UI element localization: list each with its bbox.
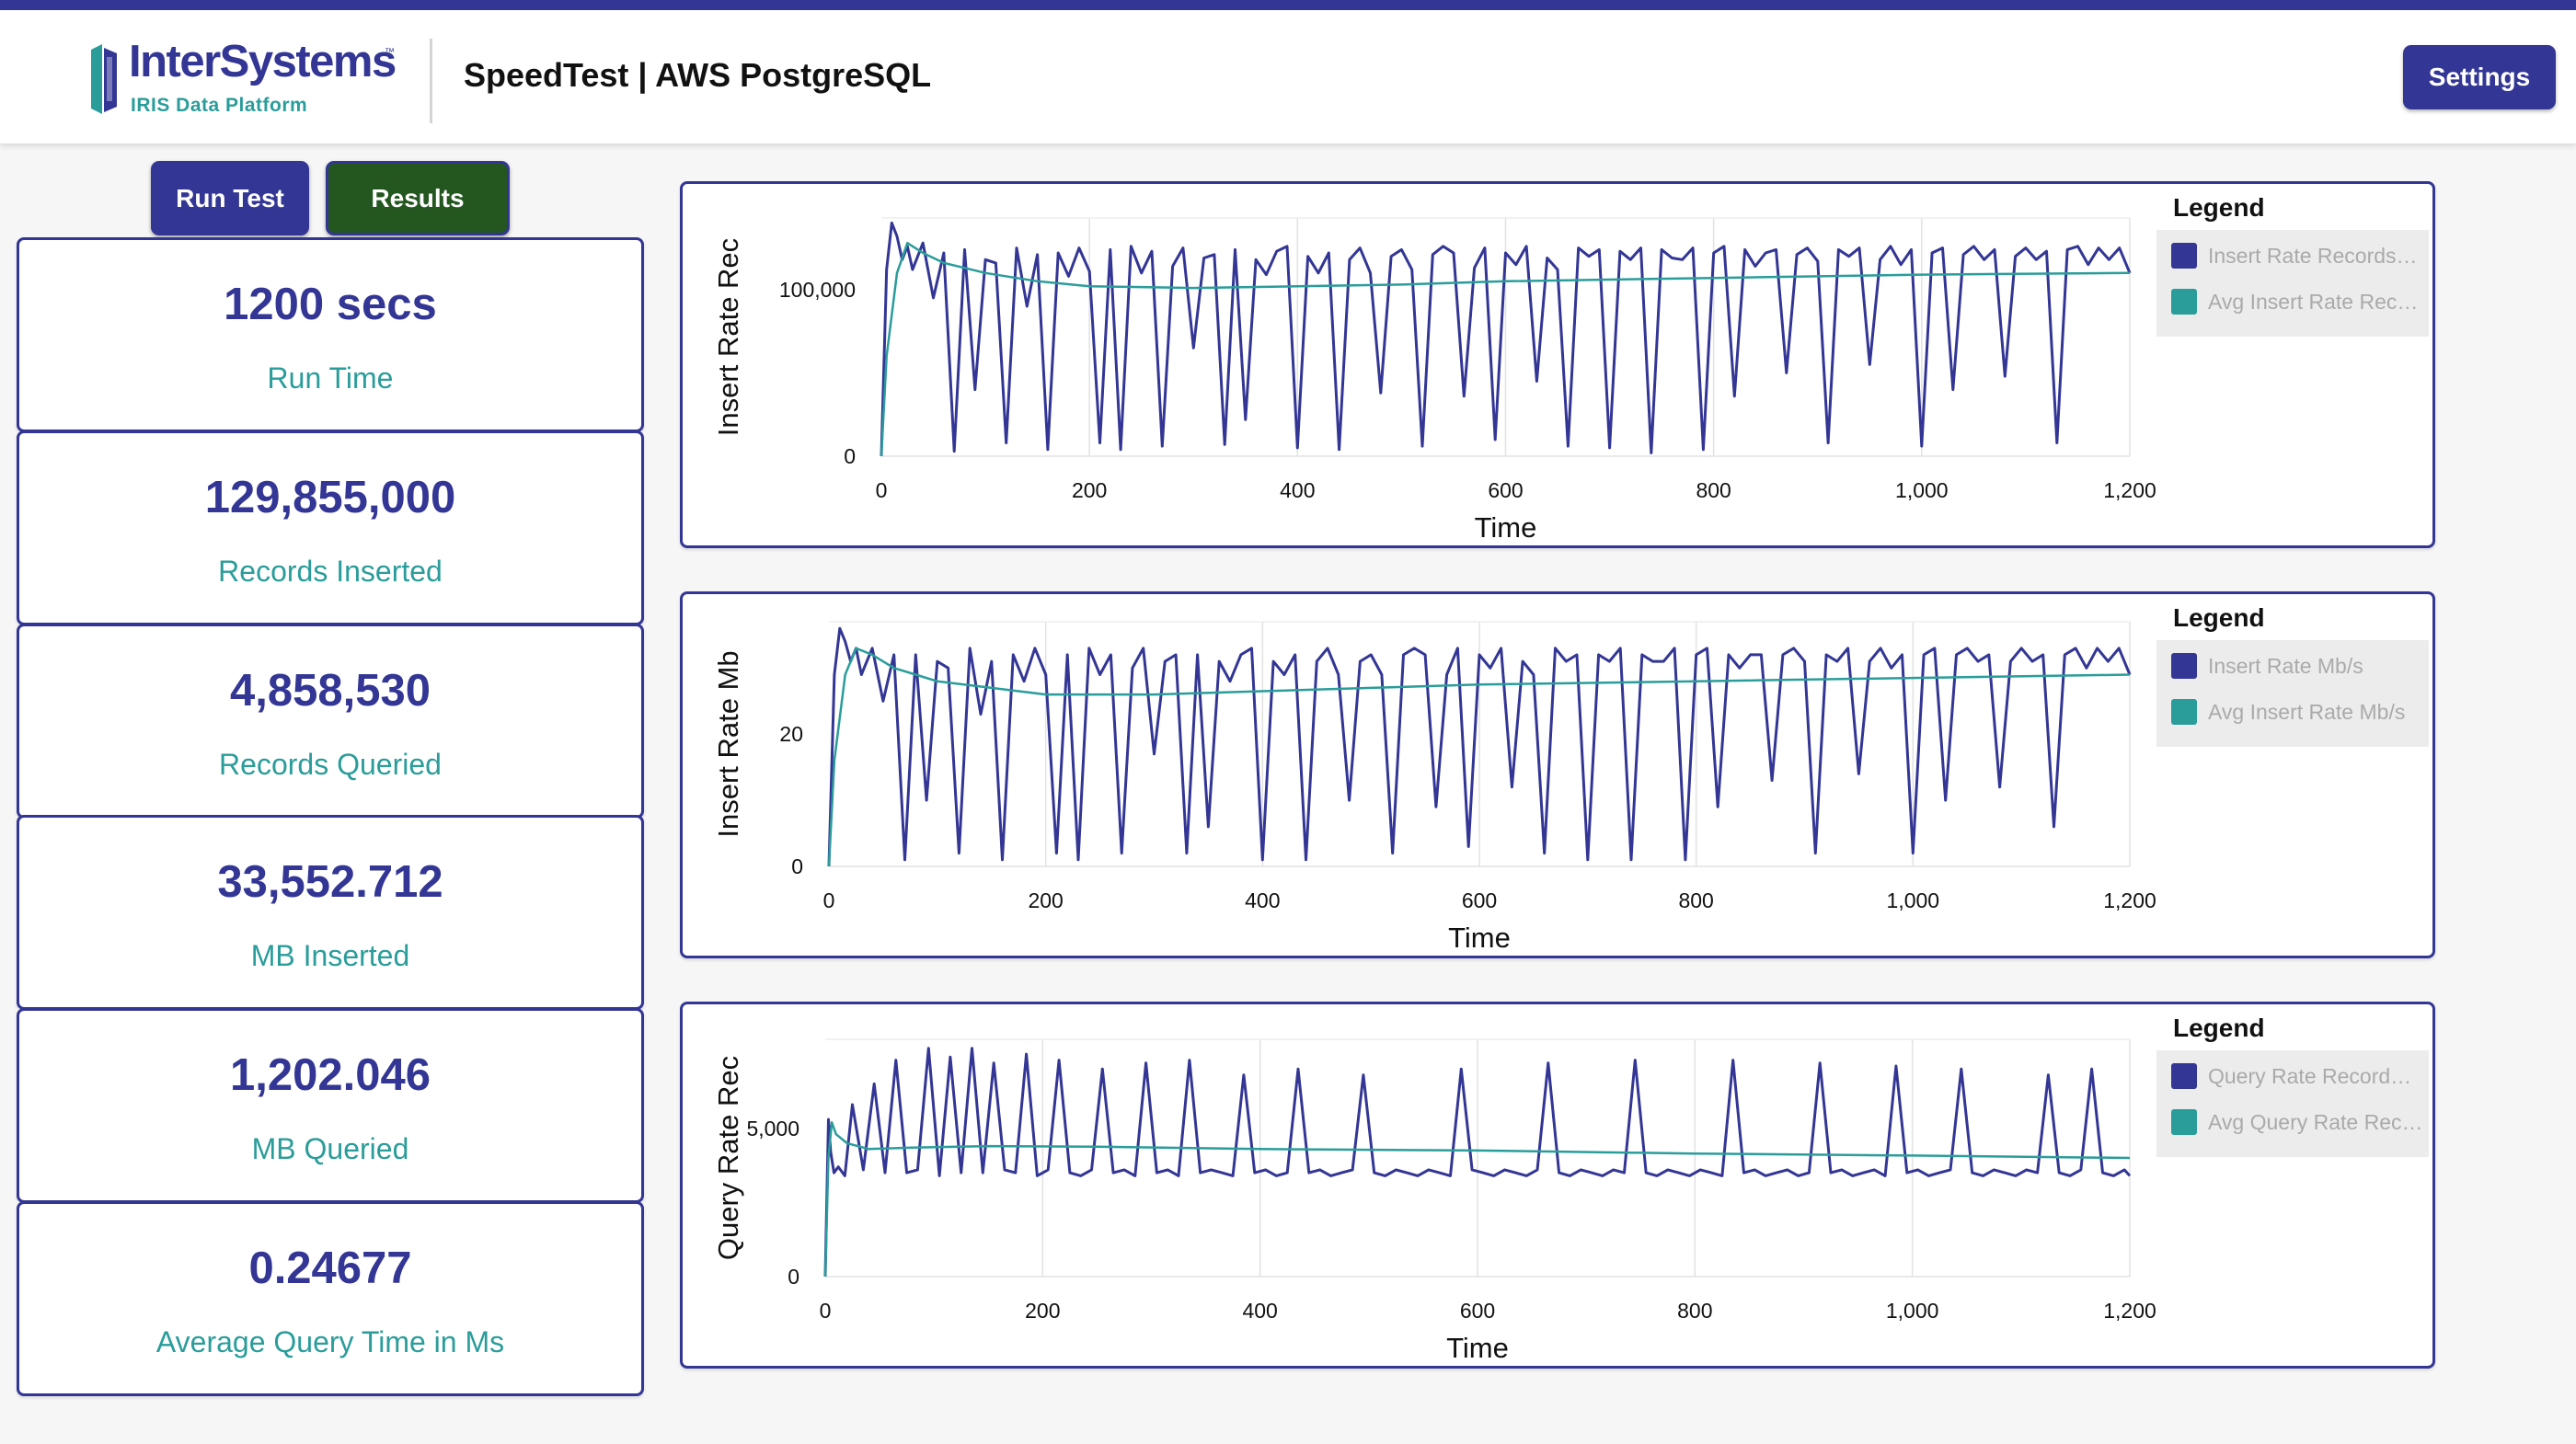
x-axis-label: Time	[1448, 922, 1511, 954]
y-tick-label: 5,000	[746, 1117, 799, 1140]
stat-card-records-inserted: 129,855,000 Records Inserted	[17, 430, 644, 625]
x-tick-label: 0	[823, 888, 835, 912]
stat-value: 1,202.046	[230, 1050, 431, 1100]
y-axis-label: Insert Rate Rec	[712, 238, 744, 436]
stat-card-mb-queried: 1,202.046 MB Queried	[17, 1008, 644, 1203]
legend: Insert Rate Mb/s Avg Insert Rate Mb/s	[2156, 640, 2429, 747]
x-tick-label: 800	[1677, 1299, 1712, 1323]
logo-mark-icon	[91, 44, 117, 114]
x-tick-label: 1,200	[2103, 888, 2156, 912]
x-tick-label: 1,200	[2103, 1299, 2156, 1323]
legend-swatch	[2171, 1063, 2197, 1089]
x-tick-label: 800	[1696, 478, 1731, 502]
y-axis-label: Insert Rate Mb	[712, 650, 744, 837]
x-tick-label: 400	[1245, 888, 1280, 912]
y-axis-label: Query Rate Rec	[712, 1056, 744, 1260]
series-line-average	[823, 1121, 2131, 1278]
x-tick-label: 1,000	[1886, 1299, 1939, 1323]
y-tick-label: 0	[788, 1265, 799, 1289]
series-line-rate	[827, 626, 2132, 867]
legend-item-avg-query-rate[interactable]: Avg Query Rate Rec…	[2171, 1107, 2425, 1137]
legend-label: Avg Insert Rate Rec…	[2208, 290, 2419, 314]
legend-swatch	[2171, 699, 2197, 725]
series-line-rate	[823, 1047, 2132, 1278]
legend-label: Avg Insert Rate Mb/s	[2208, 700, 2406, 724]
logo-subtitle: IRIS Data Platform	[131, 95, 308, 116]
legend-swatch	[2171, 653, 2197, 679]
stat-label: Run Time	[267, 361, 394, 395]
legend-item-avg-insert-rate[interactable]: Avg Insert Rate Rec…	[2171, 287, 2425, 316]
legend-label: Insert Rate Records…	[2208, 244, 2418, 268]
logo-wordmark: InterSystems	[129, 37, 397, 86]
legend-item-insert-rate[interactable]: Insert Rate Records…	[2171, 241, 2425, 270]
y-tick-label: 0	[844, 444, 856, 468]
x-tick-label: 1,200	[2103, 478, 2156, 502]
intersystems-logo: InterSystems ™ IRIS Data Platform	[88, 37, 401, 125]
query-rate-rec-chart: 0 200 400 600 800 1,000 1,200 0 5,000 Time Query R…	[712, 1038, 2156, 1364]
x-tick-label: 200	[1028, 888, 1063, 912]
chart-card-insert-rate-mb: 0 200 400 600 800 1,000 1,200 0 20 Time Insert Rat…	[680, 591, 2435, 958]
legend: Insert Rate Records… Avg Insert Rate Rec…	[2156, 230, 2429, 337]
x-tick-label: 600	[1488, 478, 1523, 502]
insert-rate-mb-chart: 0 200 400 600 800 1,000 1,200 0 20 Time Insert Rat…	[712, 621, 2156, 954]
legend-title: Legend	[2173, 193, 2265, 222]
stat-label: MB Queried	[251, 1132, 409, 1165]
y-tick-label: 0	[791, 854, 803, 878]
stat-value: 0.24677	[248, 1243, 412, 1293]
x-axis-label: Time	[1475, 511, 1537, 544]
logo-trademark: ™	[385, 47, 395, 58]
x-tick-label: 200	[1072, 478, 1107, 502]
x-tick-label: 0	[820, 1299, 832, 1323]
top-accent-bar	[0, 0, 2576, 10]
legend-item-query-rate[interactable]: Query Rate Record…	[2171, 1061, 2425, 1091]
legend-label: Insert Rate Mb/s	[2208, 654, 2363, 678]
legend-swatch	[2171, 289, 2197, 315]
results-button[interactable]: Results	[326, 161, 510, 235]
legend-item-insert-rate-mb[interactable]: Insert Rate Mb/s	[2171, 651, 2425, 681]
stat-value: 1200 secs	[224, 280, 437, 329]
legend-label: Avg Query Rate Rec…	[2208, 1110, 2423, 1134]
legend-label: Query Rate Record…	[2208, 1064, 2412, 1088]
x-tick-label: 600	[1460, 1299, 1495, 1323]
stat-card-records-queried: 4,858,530 Records Queried	[17, 624, 644, 819]
stat-value: 4,858,530	[230, 666, 431, 716]
settings-button[interactable]: Settings	[2403, 45, 2556, 109]
y-tick-label: 20	[779, 722, 803, 746]
insert-rate-rec-chart: 0 200 400 600 800 1,000 1,200 0 100,000 Time Inser…	[712, 217, 2156, 544]
series-line-average	[880, 241, 2131, 457]
x-tick-label: 400	[1242, 1299, 1277, 1323]
x-tick-label: 0	[876, 478, 888, 502]
stat-label: Records Queried	[219, 748, 442, 781]
page-title: SpeedTest | AWS PostgreSQL	[464, 56, 932, 94]
stat-value: 129,855,000	[204, 473, 456, 522]
stat-label: Average Query Time in Ms	[155, 1325, 505, 1358]
chart-card-insert-rate-rec: 0 200 400 600 800 1,000 1,200 0 100,000 Time Inser…	[680, 181, 2435, 548]
x-tick-label: 600	[1462, 888, 1497, 912]
stat-card-run-time: 1200 secs Run Time	[17, 237, 644, 432]
x-tick-label: 200	[1025, 1299, 1060, 1323]
legend-swatch	[2171, 1109, 2197, 1135]
x-tick-label: 400	[1280, 478, 1315, 502]
legend-swatch	[2171, 243, 2197, 269]
legend: Query Rate Record… Avg Query Rate Rec…	[2156, 1050, 2429, 1157]
stat-label: MB Inserted	[250, 939, 410, 972]
app-header: InterSystems ™ IRIS Data Platform SpeedT…	[0, 10, 2576, 143]
x-axis-label: Time	[1446, 1332, 1509, 1364]
x-tick-label: 800	[1678, 888, 1713, 912]
stat-card-mb-inserted: 33,552.712 MB Inserted	[17, 815, 644, 1010]
run-test-button[interactable]: Run Test	[151, 161, 309, 235]
chart-card-query-rate-rec: 0 200 400 600 800 1,000 1,200 0 5,000 Time Query R…	[680, 1002, 2435, 1369]
legend-title: Legend	[2173, 1014, 2265, 1042]
stat-card-average-query-time: 0.24677 Average Query Time in Ms	[17, 1201, 644, 1396]
series-line-average	[827, 647, 2131, 867]
legend-item-avg-insert-rate-mb[interactable]: Avg Insert Rate Mb/s	[2171, 697, 2425, 727]
x-tick-label: 1,000	[1895, 478, 1949, 502]
stat-label: Records Inserted	[218, 555, 443, 588]
stat-value: 33,552.712	[217, 857, 443, 907]
x-tick-label: 1,000	[1887, 888, 1940, 912]
legend-title: Legend	[2173, 603, 2265, 632]
y-tick-label: 100,000	[779, 278, 856, 302]
series-line-rate	[880, 221, 2132, 457]
header-divider	[430, 39, 432, 123]
